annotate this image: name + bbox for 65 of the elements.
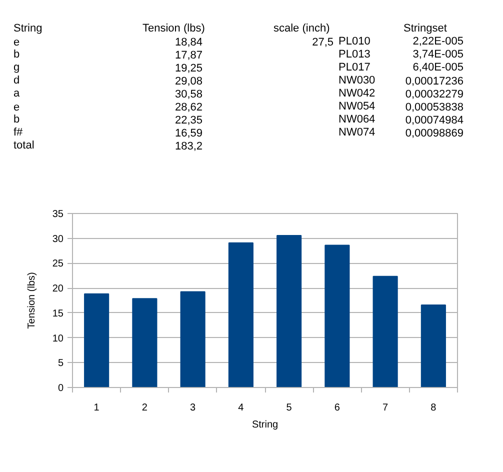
text: 3,74E-005	[412, 48, 464, 60]
text: String	[14, 22, 42, 34]
bar	[132, 298, 158, 388]
text: 16,59	[174, 128, 203, 140]
bar	[420, 304, 446, 388]
text: 22,35	[174, 114, 203, 126]
text: 19,25	[174, 62, 203, 74]
text: PL017	[338, 62, 370, 74]
bar	[372, 276, 398, 388]
x-axis-title: String	[252, 420, 278, 430]
text: 18,84	[174, 36, 203, 48]
text: d	[14, 74, 20, 86]
text: 0,00074984	[405, 114, 464, 126]
y-tick-label: 15	[52, 308, 64, 320]
text: 0,00053838	[405, 102, 464, 114]
text: f#	[14, 126, 24, 138]
text: PL010	[338, 36, 370, 48]
text: b	[14, 114, 20, 126]
text: b	[14, 48, 20, 60]
text: 17,87	[174, 50, 203, 62]
text: g	[14, 62, 20, 74]
bar	[276, 234, 302, 388]
x-tick-label: 7	[382, 402, 389, 414]
text: total	[14, 140, 34, 152]
text: Stringset	[404, 22, 447, 34]
y-tick-label: 10	[52, 333, 64, 344]
text: NW064	[338, 114, 376, 126]
text: 183,2	[174, 140, 203, 152]
text: PL013	[338, 48, 370, 60]
text: NW054	[338, 100, 376, 112]
x-tick-label: 4	[238, 402, 244, 414]
y-tick-label: 25	[52, 258, 64, 270]
text: 30,58	[174, 88, 203, 100]
x-tick-label: 2	[142, 402, 148, 414]
text: Tension (lbs)	[142, 22, 205, 34]
text: NW030	[338, 74, 376, 86]
text: 2,22E-005	[412, 36, 464, 48]
text: NW074	[338, 126, 376, 138]
text: e	[14, 36, 20, 48]
x-tick-label: 1	[94, 402, 100, 414]
text: scale (inch)	[274, 22, 330, 34]
y-axis-title: Tension (lbs)	[26, 272, 38, 329]
text: 0,00032279	[405, 88, 464, 100]
y-tick-label: 20	[52, 284, 64, 295]
text: NW042	[338, 88, 376, 100]
text: 28,62	[174, 102, 203, 114]
text: 27,5	[312, 36, 334, 48]
y-tick-label: 35	[52, 209, 64, 220]
bar	[324, 244, 350, 388]
bar	[180, 291, 206, 388]
text: 0,00098869	[405, 128, 464, 140]
text: e	[14, 102, 20, 114]
text: 6,40E-005	[412, 62, 464, 74]
text: 29,08	[174, 76, 203, 88]
bar	[228, 242, 254, 388]
bar	[84, 293, 110, 388]
x-tick-label: 3	[190, 402, 196, 414]
text: a	[14, 88, 20, 100]
y-tick-label: 30	[52, 234, 64, 245]
y-tick-label: 5	[58, 358, 64, 370]
y-tick-label: 0	[58, 383, 64, 394]
x-tick-label: 8	[430, 402, 437, 414]
text: 0,00017236	[405, 76, 464, 88]
x-tick-label: 5	[286, 402, 292, 414]
x-tick-label: 6	[334, 402, 340, 414]
